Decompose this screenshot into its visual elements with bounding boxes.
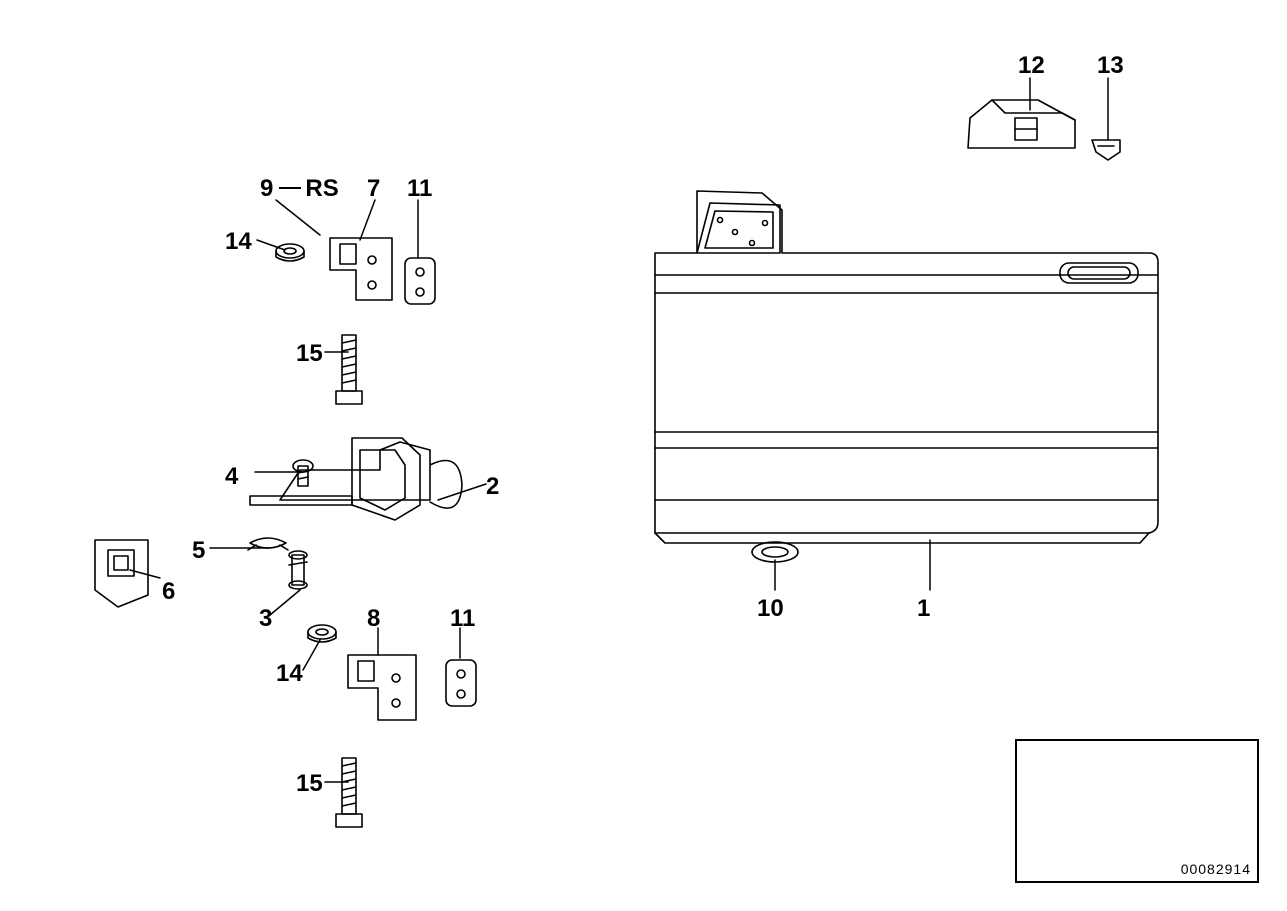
thumbnail-id: 00082914 <box>1181 861 1251 877</box>
diagram-stage: { "diagram": { "type": "exploded-parts-d… <box>0 0 1287 911</box>
thumbnail-box: 00082914 <box>1015 739 1259 883</box>
